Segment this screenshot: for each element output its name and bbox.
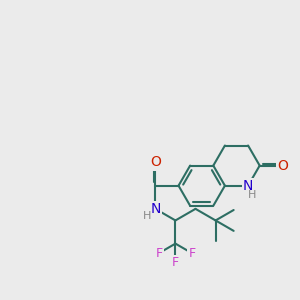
Text: F: F — [172, 256, 179, 269]
Text: O: O — [150, 155, 161, 170]
Text: N: N — [150, 202, 161, 216]
Text: F: F — [188, 247, 196, 260]
Text: F: F — [155, 247, 163, 260]
Text: N: N — [243, 179, 253, 193]
Text: H: H — [248, 190, 256, 200]
Text: H: H — [143, 211, 151, 221]
Text: O: O — [278, 159, 288, 172]
